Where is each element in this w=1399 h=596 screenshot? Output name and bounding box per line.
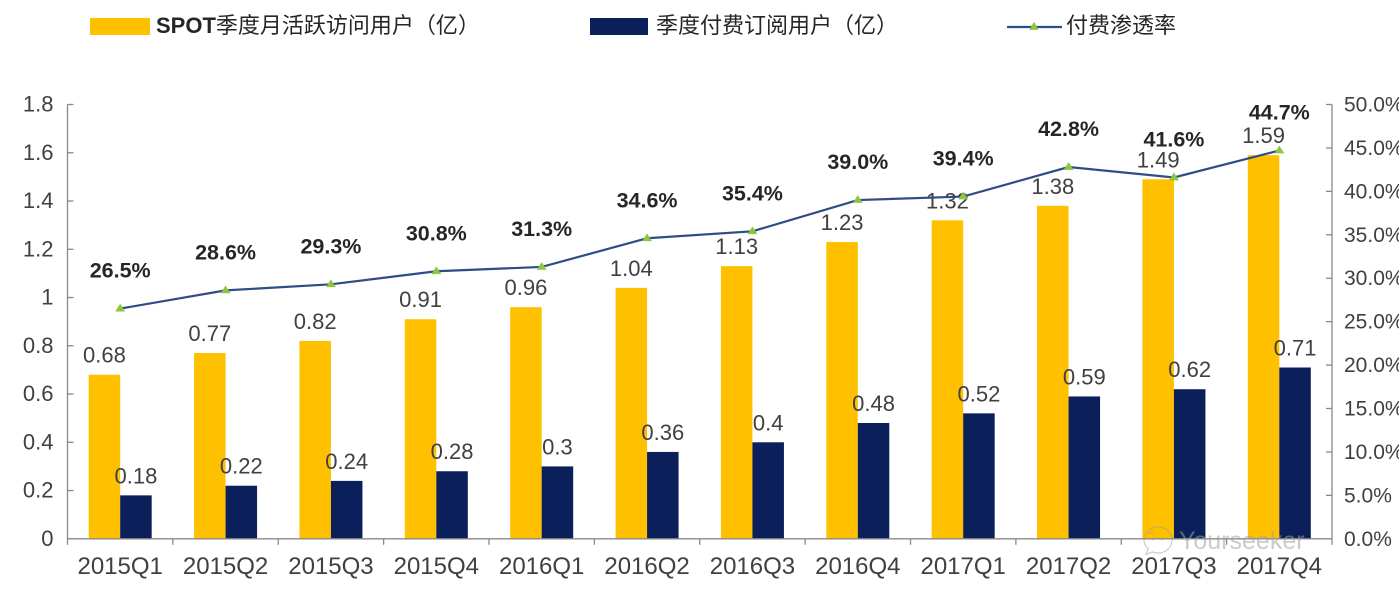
svg-text:0.68: 0.68 xyxy=(83,343,126,368)
svg-text:26.5%: 26.5% xyxy=(90,259,151,283)
svg-text:1.13: 1.13 xyxy=(715,234,758,259)
svg-text:0.3: 0.3 xyxy=(542,434,573,459)
svg-text:20.0%: 20.0% xyxy=(1344,354,1399,377)
svg-text:34.6%: 34.6% xyxy=(617,188,678,212)
svg-text:1.38: 1.38 xyxy=(1031,174,1074,199)
svg-text:2016Q4: 2016Q4 xyxy=(815,553,900,580)
svg-text:35.4%: 35.4% xyxy=(722,181,783,205)
svg-text:31.3%: 31.3% xyxy=(511,217,572,241)
svg-text:25.0%: 25.0% xyxy=(1344,311,1399,334)
svg-text:1.32: 1.32 xyxy=(926,188,969,213)
svg-text:5.0%: 5.0% xyxy=(1344,484,1392,507)
svg-text:0.2: 0.2 xyxy=(23,478,54,503)
svg-text:29.3%: 29.3% xyxy=(300,234,361,258)
svg-text:39.4%: 39.4% xyxy=(933,147,994,171)
svg-text:0.77: 0.77 xyxy=(188,321,231,346)
svg-text:0: 0 xyxy=(41,526,53,551)
svg-text:2016Q2: 2016Q2 xyxy=(604,553,689,580)
svg-text:41.6%: 41.6% xyxy=(1143,127,1204,151)
svg-text:0.28: 0.28 xyxy=(431,439,474,464)
svg-text:0.22: 0.22 xyxy=(220,454,263,479)
svg-text:2015Q2: 2015Q2 xyxy=(183,553,268,580)
svg-text:2017Q1: 2017Q1 xyxy=(920,553,1005,580)
svg-text:39.0%: 39.0% xyxy=(827,150,888,174)
svg-text:45.0%: 45.0% xyxy=(1344,137,1399,160)
svg-text:0.59: 0.59 xyxy=(1063,364,1106,389)
svg-text:0.71: 0.71 xyxy=(1274,335,1317,360)
svg-text:0.62: 0.62 xyxy=(1168,357,1211,382)
svg-text:30.0%: 30.0% xyxy=(1344,267,1399,290)
svg-text:44.7%: 44.7% xyxy=(1249,101,1310,125)
svg-text:0.0%: 0.0% xyxy=(1344,528,1392,551)
svg-text:0.6: 0.6 xyxy=(23,381,54,406)
svg-text:0.48: 0.48 xyxy=(852,391,895,416)
svg-text:28.6%: 28.6% xyxy=(195,240,256,264)
svg-text:35.0%: 35.0% xyxy=(1344,224,1399,247)
svg-text:0.4: 0.4 xyxy=(753,410,784,435)
svg-text:40.0%: 40.0% xyxy=(1344,180,1399,203)
svg-text:0.82: 0.82 xyxy=(294,309,337,334)
svg-text:1.8: 1.8 xyxy=(23,92,54,117)
svg-text:0.91: 0.91 xyxy=(399,287,442,312)
svg-text:0.52: 0.52 xyxy=(958,381,1001,406)
svg-text:2015Q3: 2015Q3 xyxy=(288,553,373,580)
svg-text:2015Q4: 2015Q4 xyxy=(394,553,479,580)
svg-text:50.0%: 50.0% xyxy=(1344,94,1399,117)
svg-text:季度付费订阅用户（亿）: 季度付费订阅用户（亿） xyxy=(656,13,898,38)
svg-text:0.24: 0.24 xyxy=(325,449,368,474)
svg-text:0.8: 0.8 xyxy=(23,333,54,358)
svg-text:10.0%: 10.0% xyxy=(1344,441,1399,464)
svg-text:0.96: 0.96 xyxy=(505,275,548,300)
svg-text:SPOT季度月活跃访问用户（亿）: SPOT季度月活跃访问用户（亿） xyxy=(156,13,480,38)
svg-text:15.0%: 15.0% xyxy=(1344,398,1399,421)
svg-text:30.8%: 30.8% xyxy=(406,221,467,245)
svg-text:1.4: 1.4 xyxy=(23,188,54,213)
svg-text:1.6: 1.6 xyxy=(23,140,54,165)
svg-text:1.23: 1.23 xyxy=(821,210,864,235)
svg-text:42.8%: 42.8% xyxy=(1038,117,1099,141)
svg-text:1.59: 1.59 xyxy=(1242,123,1285,148)
svg-text:1.04: 1.04 xyxy=(610,256,653,281)
svg-text:0.18: 0.18 xyxy=(115,463,158,488)
svg-text:2016Q3: 2016Q3 xyxy=(710,553,795,580)
svg-text:0.36: 0.36 xyxy=(641,420,684,445)
svg-text:2016Q1: 2016Q1 xyxy=(499,553,584,580)
svg-text:1: 1 xyxy=(41,285,53,310)
svg-text:2017Q2: 2017Q2 xyxy=(1026,553,1111,580)
svg-text:2015Q1: 2015Q1 xyxy=(77,553,162,580)
svg-text:1.2: 1.2 xyxy=(23,236,54,261)
svg-text:付费渗透率: 付费渗透率 xyxy=(1066,13,1176,38)
svg-text:0.4: 0.4 xyxy=(23,429,54,454)
